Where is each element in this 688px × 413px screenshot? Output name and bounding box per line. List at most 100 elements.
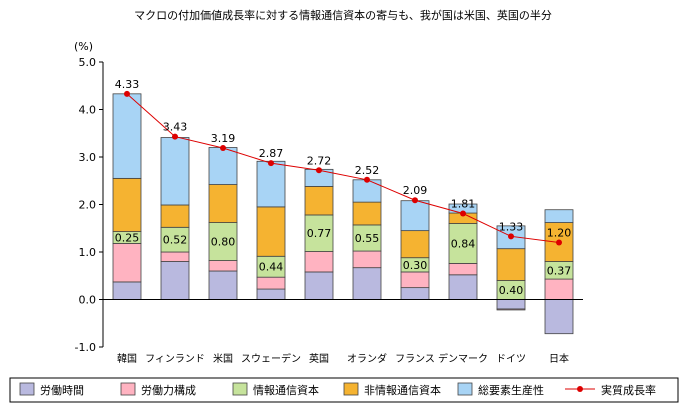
bar-segment bbox=[352, 201, 382, 226]
growth-point bbox=[364, 176, 370, 183]
growth-value-label: 3.19 bbox=[211, 132, 236, 145]
bar-segment bbox=[448, 262, 478, 276]
ict-value-label: 0.52 bbox=[163, 234, 188, 247]
growth-point bbox=[412, 197, 418, 204]
bar-segment bbox=[256, 288, 286, 300]
ict-value-label: 0.80 bbox=[211, 236, 236, 249]
growth-value-label: 1.81 bbox=[451, 198, 476, 211]
legend-swatch bbox=[343, 382, 359, 396]
bar-segment bbox=[208, 184, 238, 223]
legend-swatch bbox=[232, 382, 248, 396]
legend-label: 情報通信資本 bbox=[253, 383, 319, 397]
ict-value-label: 0.55 bbox=[355, 232, 380, 245]
bar-segment bbox=[496, 248, 526, 281]
legend-label: 労働時間 bbox=[40, 383, 84, 397]
bar-segment bbox=[448, 274, 478, 300]
growth-value-label: 3.43 bbox=[163, 121, 188, 134]
bar-segment bbox=[112, 281, 142, 300]
growth-point bbox=[124, 90, 130, 97]
bar-segment bbox=[160, 204, 190, 228]
y-tick-label: 1.0 bbox=[79, 246, 97, 259]
bar-segment bbox=[400, 287, 430, 300]
bar-segment bbox=[304, 271, 334, 300]
bar-segment bbox=[400, 230, 430, 259]
legend-label: 実質成長率 bbox=[601, 383, 656, 397]
plot-area: 5.0 4.0 3.0 2.0 1.0 0.0 -1.0 0.25 0.52 0.80 0.44 0.… bbox=[75, 56, 583, 365]
ict-value-label: 0.44 bbox=[259, 261, 284, 274]
bar-segment bbox=[208, 222, 238, 261]
bar-segment bbox=[160, 261, 190, 300]
growth-value-label: 1.20 bbox=[547, 227, 572, 240]
growth-value-label: 1.33 bbox=[499, 220, 524, 233]
growth-value-label: 2.52 bbox=[355, 164, 380, 177]
growth-point bbox=[508, 233, 514, 240]
bar-segment bbox=[208, 260, 238, 272]
growth-line bbox=[126, 93, 560, 243]
bar-segment bbox=[160, 137, 190, 206]
category-label: 米国 bbox=[213, 352, 233, 365]
legend-label: 労働力構成 bbox=[141, 383, 196, 397]
legend-marker bbox=[577, 386, 583, 392]
growth-value-label: 4.33 bbox=[115, 78, 140, 91]
category-label: オランダ bbox=[347, 352, 387, 365]
ict-value-label: 0.84 bbox=[451, 237, 476, 250]
y-tick-label: 2.0 bbox=[79, 199, 97, 212]
bar-segment bbox=[544, 209, 574, 223]
legend: 労働時間 労働力構成 情報通信資本 非情報通信資本 総要素生産性 実質成長率 bbox=[9, 377, 679, 403]
bar-segment bbox=[544, 278, 574, 300]
ict-value-label: 0.25 bbox=[115, 232, 140, 245]
bar-segment bbox=[496, 308, 526, 311]
y-tick-label: -1.0 bbox=[75, 341, 96, 354]
chart-title: マクロの付加価値成長率に対する情報通信資本の寄与も、我が国は米国、英国の半分 bbox=[134, 8, 552, 22]
category-label: ドイツ bbox=[496, 354, 526, 365]
bar-segment bbox=[256, 276, 286, 290]
growth-point bbox=[172, 133, 178, 140]
bar-segment bbox=[304, 214, 334, 252]
bar-segment bbox=[352, 179, 382, 203]
bar-segment bbox=[304, 186, 334, 216]
ict-value-label: 0.37 bbox=[547, 264, 572, 277]
bar-segment bbox=[496, 299, 526, 310]
bar-segment bbox=[448, 223, 478, 264]
bar-segment bbox=[160, 251, 190, 262]
growth-point bbox=[220, 144, 226, 151]
legend-swatch bbox=[457, 382, 473, 396]
legend-swatch bbox=[19, 382, 35, 396]
bar-segment bbox=[352, 224, 382, 252]
category-label: フランス bbox=[395, 353, 435, 365]
growth-point bbox=[460, 210, 466, 217]
category-label: フィンランド bbox=[145, 353, 205, 365]
ict-value-label: 0.77 bbox=[307, 227, 332, 240]
y-tick-label: 0.0 bbox=[79, 294, 97, 307]
bar-segment bbox=[112, 93, 142, 179]
growth-value-label: 2.09 bbox=[403, 184, 428, 197]
y-tick-label: 4.0 bbox=[79, 104, 97, 117]
category-label: 英国 bbox=[309, 352, 329, 365]
category-label: デンマーク bbox=[438, 352, 488, 365]
growth-point bbox=[316, 167, 322, 174]
bar-segment bbox=[256, 160, 286, 208]
growth-value-label: 2.87 bbox=[259, 147, 284, 160]
bar-segment bbox=[256, 206, 286, 257]
category-label: スウェーデン bbox=[241, 352, 301, 365]
bar-segment bbox=[400, 271, 430, 289]
growth-value-label: 2.72 bbox=[307, 154, 332, 167]
category-label: 日本 bbox=[549, 352, 569, 365]
bar-segment bbox=[352, 267, 382, 300]
y-tick-label: 5.0 bbox=[79, 56, 97, 69]
growth-point bbox=[268, 160, 274, 167]
y-axis-unit: (%) bbox=[74, 40, 93, 53]
bar-segment bbox=[352, 250, 382, 269]
bar-segment bbox=[112, 243, 142, 283]
legend-label: 非情報通信資本 bbox=[364, 383, 441, 397]
legend-label: 総要素生産性 bbox=[478, 383, 544, 397]
bar-segment bbox=[208, 270, 238, 300]
ict-value-label: 0.40 bbox=[499, 284, 524, 297]
bar-segment bbox=[544, 299, 574, 335]
bar-segment bbox=[208, 147, 238, 185]
bar-segment bbox=[112, 177, 142, 232]
bar-segment bbox=[400, 200, 430, 232]
growth-point bbox=[556, 239, 562, 246]
legend-swatch bbox=[120, 382, 136, 396]
